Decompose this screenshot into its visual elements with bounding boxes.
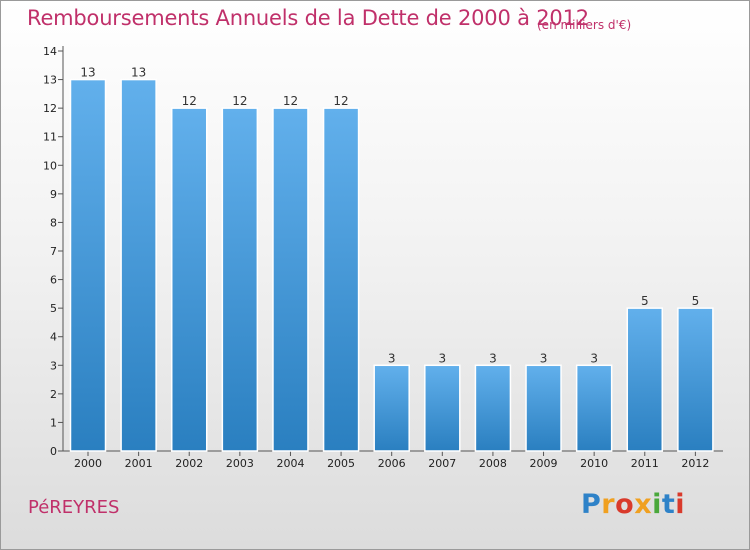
y-tick-label: 10 xyxy=(43,159,57,172)
logo-letter: P xyxy=(581,489,602,520)
x-tick-label-2007: 2007 xyxy=(428,457,456,470)
y-tick-label: 14 xyxy=(43,45,57,58)
bar-2011 xyxy=(626,307,664,452)
value-label-2004: 12 xyxy=(283,94,298,108)
chart-bars xyxy=(69,78,714,452)
y-tick-label: 8 xyxy=(50,216,57,229)
x-tick-label-2010: 2010 xyxy=(580,457,608,470)
bar-2010 xyxy=(575,364,613,452)
y-tick-label: 0 xyxy=(50,445,57,458)
y-tick-label: 6 xyxy=(50,274,57,287)
value-label-2005: 12 xyxy=(333,94,348,108)
bar-2008 xyxy=(474,364,512,452)
x-tick-label-2011: 2011 xyxy=(631,457,659,470)
value-label-2011: 5 xyxy=(641,294,649,308)
value-label-2003: 12 xyxy=(232,94,247,108)
bar-2003 xyxy=(221,107,259,452)
bar-2009 xyxy=(525,364,562,452)
value-label-2012: 5 xyxy=(692,294,700,308)
x-tick-label-2001: 2001 xyxy=(125,457,153,470)
value-label-2000: 13 xyxy=(80,66,95,80)
x-tick-label-2005: 2005 xyxy=(327,457,355,470)
y-tick-label: 9 xyxy=(50,188,57,201)
value-label-2006: 3 xyxy=(388,351,396,365)
value-label-2001: 13 xyxy=(131,66,146,80)
y-tick-label: 4 xyxy=(50,331,57,344)
bar-2005 xyxy=(322,107,360,452)
x-tick-label-2000: 2000 xyxy=(74,457,102,470)
commune-name: PéREYRES xyxy=(28,497,120,518)
bar-2012 xyxy=(677,307,714,452)
y-tick-label: 1 xyxy=(50,416,57,429)
value-label-2008: 3 xyxy=(489,351,497,365)
logo-letter: x xyxy=(634,489,653,520)
logo-letter: o xyxy=(615,489,635,520)
bar-2004 xyxy=(272,107,309,452)
x-tick-label-2012: 2012 xyxy=(681,457,709,470)
y-tick-label: 7 xyxy=(50,245,57,258)
x-tick-label-2002: 2002 xyxy=(175,457,203,470)
bar-2007 xyxy=(424,364,461,452)
x-tick-label-2006: 2006 xyxy=(378,457,406,470)
x-tick-label-2004: 2004 xyxy=(276,457,304,470)
bar-2000 xyxy=(69,78,107,452)
y-tick-label: 12 xyxy=(43,102,57,115)
y-tick-label: 2 xyxy=(50,388,57,401)
x-tick-label-2009: 2009 xyxy=(530,457,558,470)
y-tick-label: 3 xyxy=(50,359,57,372)
value-label-2010: 3 xyxy=(590,351,598,365)
proxiti-logo: Proxiti xyxy=(581,489,685,520)
value-label-2002: 12 xyxy=(182,94,197,108)
chart-unit-note: (en milliers d'€) xyxy=(537,18,632,32)
logo-letter: i xyxy=(652,489,662,520)
y-tick-label: 11 xyxy=(43,131,57,144)
y-tick-label: 5 xyxy=(50,302,57,315)
logo-letter: r xyxy=(601,489,616,520)
value-label-2009: 3 xyxy=(540,351,548,365)
bar-2001 xyxy=(120,78,157,452)
bar-2006 xyxy=(373,364,410,452)
bar-2002 xyxy=(170,107,208,452)
x-tick-label-2008: 2008 xyxy=(479,457,507,470)
y-tick-label: 13 xyxy=(43,74,57,87)
x-tick-label-2003: 2003 xyxy=(226,457,254,470)
logo-letter: t xyxy=(661,489,676,520)
chart-title: Remboursements Annuels de la Dette de 20… xyxy=(27,6,589,30)
value-label-2007: 3 xyxy=(438,351,446,365)
logo-letter: i xyxy=(675,489,686,520)
chart-labels: 13 2000 13 2001 12 2002 12 2003 12 2004 12 2005 3 200… xyxy=(74,66,709,470)
